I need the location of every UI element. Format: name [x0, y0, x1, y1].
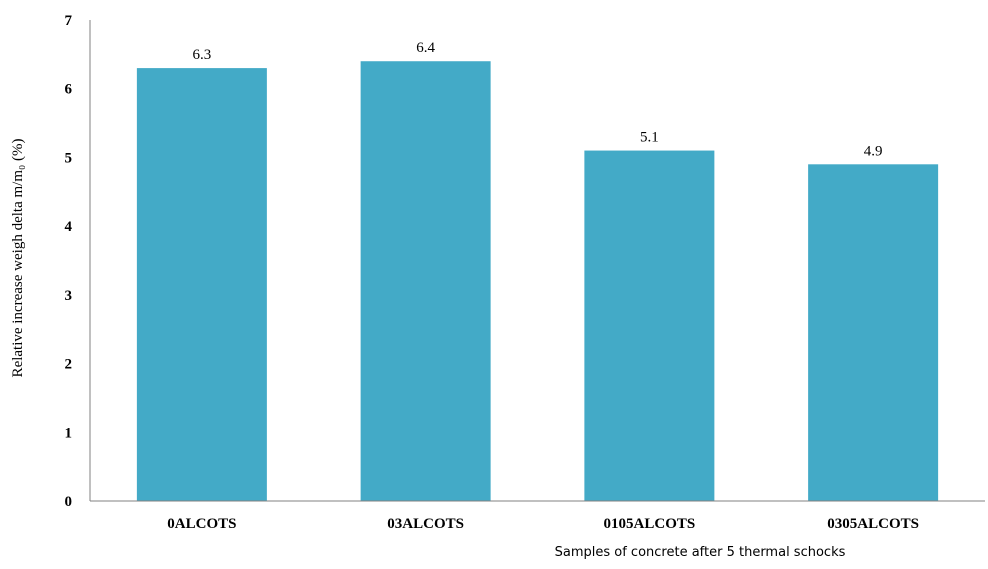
- x-category-labels-group: 0ALCOTS 03ALCOTS 0105ALCOTS 0305ALCOTS: [167, 516, 919, 532]
- y-tick-labels-group: 0 1 2 3 4 5 6 7: [65, 13, 73, 510]
- y-tick-label: 0: [65, 494, 73, 510]
- bar-value-label: 6.3: [193, 47, 212, 63]
- bar-value-label: 5.1: [640, 130, 659, 146]
- y-tick-label: 4: [65, 219, 73, 235]
- x-category-label: 0105ALCOTS: [604, 516, 696, 532]
- bar: [584, 150, 715, 502]
- data-labels-group: 6.3 6.4 5.1 4.9: [193, 40, 883, 159]
- bars-group: [136, 61, 939, 502]
- x-category-label: 0305ALCOTS: [827, 516, 919, 532]
- y-axis-title: Relative increase weigh delta m/m₀ (%): [10, 139, 26, 378]
- bar-value-label: 4.9: [864, 143, 883, 159]
- x-axis-title: Samples of concrete after 5 thermal scho…: [555, 545, 846, 560]
- bar-value-label: 6.4: [416, 40, 435, 56]
- y-tick-label: 3: [65, 288, 73, 304]
- y-tick-label: 7: [65, 13, 73, 29]
- bar: [808, 164, 939, 502]
- bar: [136, 68, 267, 501]
- x-category-label: 03ALCOTS: [387, 516, 464, 532]
- x-category-label: 0ALCOTS: [167, 516, 236, 532]
- bar: [360, 61, 491, 501]
- y-tick-label: 5: [65, 150, 73, 166]
- y-tick-label: 6: [65, 82, 73, 98]
- y-tick-label: 2: [65, 357, 73, 373]
- y-tick-label: 1: [65, 425, 73, 441]
